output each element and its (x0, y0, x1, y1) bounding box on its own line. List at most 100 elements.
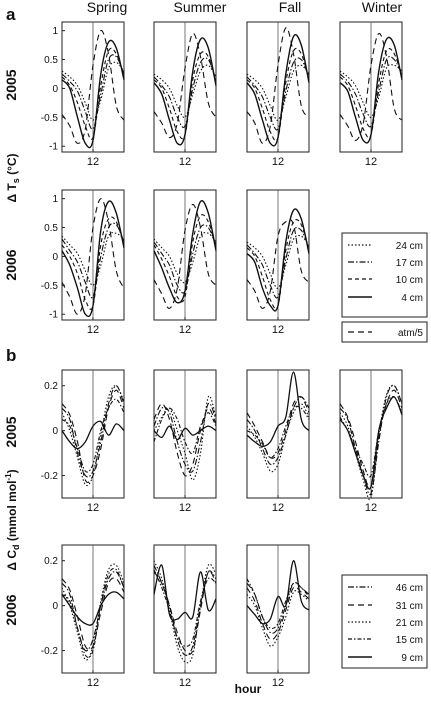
y-tick-label-a-2005-0: 0 (52, 84, 58, 95)
x-tick-label-b-2005-summer: 12 (179, 502, 191, 514)
series-line-b-2006-summer-9-cm (153, 564, 217, 622)
series-line-b-2006-summer-31-cm (153, 570, 217, 655)
series-line-a-2005-fall-atm-5 (246, 27, 310, 144)
legend-b-label-46cm: 46 cm (396, 583, 423, 594)
series-line-b-2006-spring-21-cm (61, 563, 125, 661)
year-label-b-2005: 2005 (3, 416, 19, 447)
panel-a-y-axis-title: Δ Ts (°C) (5, 153, 21, 202)
series-line-a-2005-summer-17-cm (153, 57, 217, 128)
series-line-a-2005-summer-24-cm (153, 64, 217, 119)
legend-b-label-31cm: 31 cm (396, 601, 423, 612)
series-line-b-2005-spring-15-cm (61, 398, 125, 473)
y-tick-label-b-2006-0: 0 (52, 601, 58, 612)
plot-area: 12 12 12 12 1 0.5 0 -0.5 -1 12 12 12 1 0.5 0 -0.5 -1 12 12… (41, 21, 403, 689)
series-line-a-2006-summer-4-cm (153, 200, 217, 304)
y-tick-label-a-2006-0-5: 0.5 (44, 223, 58, 234)
y-tick-label-b-2005-0-2: 0.2 (44, 381, 58, 392)
x-tick-label-b-2005-fall: 12 (272, 502, 284, 514)
series-line-a-2005-winter-4-cm (339, 36, 403, 144)
series-line-a-2006-fall-4-cm (246, 208, 310, 312)
series-line-a-2006-spring-24-cm (61, 232, 125, 286)
series-line-b-2005-fall-31-cm (246, 396, 310, 459)
series-line-b-2005-fall-9-cm (246, 371, 310, 448)
series-line-a-2005-spring-atm-5 (61, 30, 125, 144)
series-line-a-2006-spring-atm-5 (61, 198, 125, 315)
legend-b-label-21cm: 21 cm (396, 618, 423, 629)
series-line-a-2006-fall-atm-5 (246, 218, 310, 309)
x-tick-label-a-2006-spring: 12 (87, 324, 99, 336)
series-line-b-2006-fall-9-cm (246, 560, 310, 625)
series-line-a-2005-fall-4-cm (246, 33, 310, 147)
x-tick-label-a-2005-winter: 12 (365, 156, 377, 168)
y-tick-label-a-2006-1: 1 (52, 194, 58, 205)
legend-a: 24 cm 17 cm 10 cm 4 cm atm/5 (341, 232, 428, 343)
y-tick-label-a-2005-0-5: 0.5 (44, 55, 58, 66)
x-tick-label-a-2005-spring: 12 (87, 156, 99, 168)
y-tick-label-a-2005-0-5: -0.5 (41, 113, 59, 124)
series-line-a-2006-spring-10-cm (61, 216, 125, 310)
series-line-a-2005-spring-24-cm (61, 61, 125, 121)
series-line-b-2006-spring-46-cm (61, 571, 125, 652)
x-tick-label-a-2005-summer: 12 (179, 156, 191, 168)
panel-b-y-axis-title: Δ Cd (mmol mol-1) (4, 469, 21, 570)
panel-a-letter: a (6, 5, 16, 24)
series-line-b-2006-summer-21-cm (153, 560, 217, 664)
series-line-b-2005-fall-46-cm (246, 396, 310, 466)
legend-b-label-15cm: 15 cm (396, 635, 423, 646)
series-line-a-2006-fall-17-cm (246, 227, 310, 299)
legend-a-label-4cm: 4 cm (401, 293, 423, 304)
y-tick-label-a-2005-1: -1 (49, 142, 58, 153)
legend-a-label-atm: atm/5 (398, 328, 423, 339)
y-tick-label-a-2006-1: -1 (49, 310, 58, 321)
season-label-winter: Winter (362, 0, 403, 15)
series-line-a-2005-summer-atm-5 (153, 32, 217, 139)
series-line-b-2006-spring-9-cm (61, 591, 125, 626)
x-tick-label-b-2006-fall: 12 (272, 677, 284, 689)
y-tick-label-b-2006-0-2: -0.2 (41, 646, 59, 657)
series-line-b-2005-winter-9-cm (339, 396, 403, 490)
series-line-a-2006-summer-10-cm (153, 214, 217, 303)
y-tick-label-b-2006-0-2: 0.2 (44, 556, 58, 567)
series-line-a-2005-winter-atm-5 (339, 33, 403, 141)
series-line-a-2006-fall-24-cm (246, 234, 310, 289)
x-tick-label-b-2005-spring: 12 (87, 502, 99, 514)
panel-b-letter: b (6, 346, 16, 365)
series-line-a-2006-spring-4-cm (61, 200, 125, 318)
series-line-a-2006-spring-17-cm (61, 222, 125, 299)
series-line-a-2005-spring-17-cm (61, 54, 125, 130)
series-line-b-2005-spring-31-cm (61, 389, 125, 483)
year-label-b-2006: 2006 (3, 594, 19, 625)
x-tick-label-a-2006-fall: 12 (272, 324, 284, 336)
legend-a-label-10cm: 10 cm (396, 275, 423, 286)
series-line-a-2005-fall-24-cm (246, 64, 310, 121)
series-line-a-2005-winter-24-cm (339, 64, 403, 118)
season-label-summer: Summer (174, 0, 227, 15)
series-line-b-2006-spring-31-cm (61, 577, 125, 651)
x-tick-label-a-2006-summer: 12 (179, 324, 191, 336)
y-tick-label-a-2006-0: 0 (52, 252, 58, 263)
legend-b: 46 cm 31 cm 21 cm 15 cm 9 cm (341, 574, 428, 669)
series-line-a-2006-summer-24-cm (153, 232, 217, 284)
series-line-a-2006-summer-atm-5 (153, 203, 217, 309)
series-line-a-2005-summer-4-cm (153, 37, 217, 146)
y-tick-label-b-2005-0-2: -0.2 (41, 471, 59, 482)
season-label-spring: Spring (87, 0, 127, 15)
x-tick-label-b-2006-summer: 12 (179, 677, 191, 689)
series-line-b-2005-summer-15-cm (153, 407, 217, 455)
legend-a-label-24cm: 24 cm (396, 241, 423, 252)
y-tick-label-b-2005-0: 0 (52, 426, 58, 437)
series-line-a-2005-fall-17-cm (246, 57, 310, 131)
y-tick-label-a-2005-1: 1 (52, 26, 58, 37)
x-tick-label-b-2006-spring: 12 (87, 677, 99, 689)
series-line-b-2005-summer-31-cm (153, 403, 217, 477)
series-line-b-2005-spring-9-cm (61, 420, 125, 450)
series-line-a-2005-winter-17-cm (339, 56, 403, 128)
x-axis-title: hour (235, 682, 262, 696)
legend-a-label-17cm: 17 cm (396, 258, 423, 269)
x-tick-label-b-2005-winter: 12 (365, 502, 377, 514)
legend-b-label-9cm: 9 cm (401, 653, 423, 664)
series-line-b-2005-summer-9-cm (153, 425, 217, 441)
y-tick-label-a-2006-0-5: -0.5 (41, 281, 59, 292)
season-label-fall: Fall (279, 0, 302, 15)
